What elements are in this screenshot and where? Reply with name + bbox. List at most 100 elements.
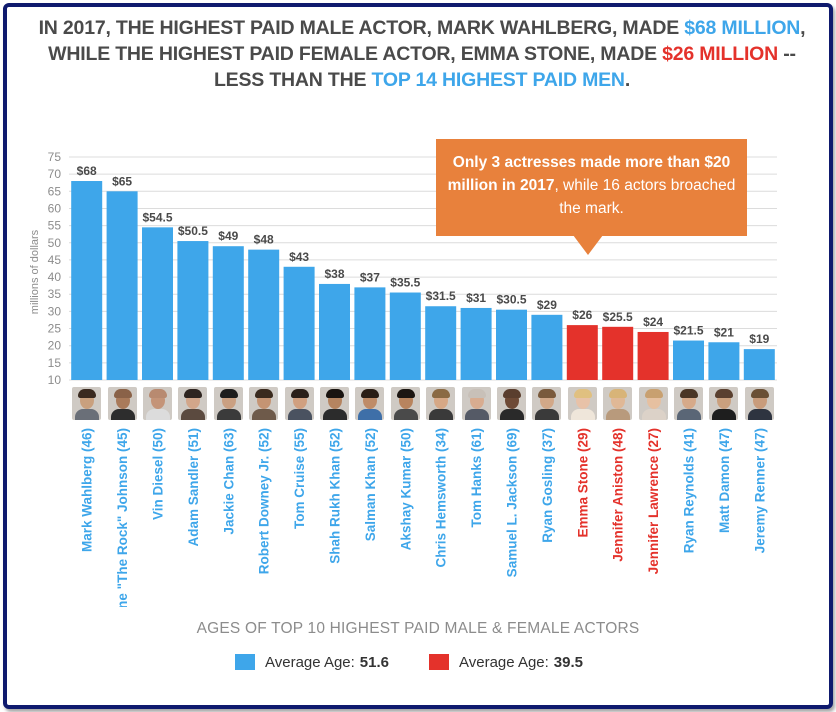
- photo-body: [464, 409, 489, 420]
- category-label: Mark Wahlberg (46): [80, 428, 95, 552]
- photo-body: [358, 409, 383, 420]
- bar: [212, 246, 244, 380]
- legend-swatch-female: [429, 654, 449, 670]
- photo-body: [75, 409, 100, 420]
- legend-item-male: Average Age: 51.6: [235, 651, 389, 673]
- category-label: Jeremy Renner (47): [752, 428, 767, 553]
- category-label: Samuel L. Jackson (69): [505, 428, 520, 577]
- bar: [637, 331, 669, 380]
- bar-value-label: $26: [572, 308, 592, 322]
- photo-body: [181, 409, 206, 420]
- category-label: Vin Diesel (50): [151, 428, 166, 520]
- photo-body: [110, 409, 135, 420]
- bar: [177, 241, 209, 380]
- category-label: Salman Khan (52): [363, 428, 378, 541]
- photo-hair: [149, 389, 167, 398]
- headline-text: WHILE THE HIGHEST PAID FEMALE ACTOR, EMM…: [48, 43, 663, 65]
- bar: [389, 292, 421, 380]
- photo-hair: [396, 389, 415, 398]
- photo-hair: [361, 389, 380, 398]
- bar-value-label: $54.5: [142, 210, 172, 224]
- photo-hair: [503, 389, 521, 398]
- bar-value-label: $30.5: [496, 293, 526, 307]
- category-label: Matt Damon (47): [717, 428, 732, 533]
- photo-hair: [432, 389, 451, 398]
- bar-value-label: $37: [360, 270, 380, 284]
- bar: [708, 342, 740, 380]
- headline-text: --: [778, 43, 796, 65]
- headline-text: LESS THAN THE: [213, 69, 372, 91]
- category-label: Emma Stone (29): [575, 428, 590, 538]
- y-tick-label: 30: [48, 304, 62, 318]
- photo-hair: [573, 389, 592, 398]
- actor-photo: [567, 387, 597, 420]
- actor-photo: [390, 387, 420, 420]
- bar-value-label: $38: [324, 267, 344, 281]
- category-label: Jennifer Aniston (48): [611, 428, 626, 562]
- category-label: Dwayne "The Rock" Johnson (45): [115, 428, 130, 607]
- photo-body: [287, 409, 312, 420]
- y-axis-label: millions of dollars: [29, 229, 41, 314]
- photo-body: [429, 409, 454, 420]
- legend-label: Average Age:: [459, 653, 549, 671]
- actor-photo: [603, 387, 633, 420]
- photo-body: [712, 409, 737, 420]
- legend-item-female: Average Age: 39.5: [429, 651, 583, 673]
- bar-value-label: $31.5: [426, 289, 456, 303]
- photo-hair: [467, 389, 486, 398]
- photo-hair: [680, 389, 698, 398]
- bar: [248, 249, 280, 380]
- actor-photo: [213, 387, 243, 420]
- legend-label: Average Age:: [265, 653, 355, 671]
- bar: [354, 287, 386, 380]
- bar: [743, 349, 775, 380]
- actor-photo: [355, 387, 385, 420]
- category-label: Tom Cruise (55): [292, 428, 307, 529]
- bar: [106, 191, 138, 380]
- bar-value-label: $49: [218, 229, 238, 243]
- ages-subtitle: AGES OF TOP 10 HIGHEST PAID MALE & FEMAL…: [196, 620, 640, 637]
- category-label: Ryan Reynolds (41): [682, 428, 697, 553]
- bar-value-label: $25.5: [603, 310, 633, 324]
- photo-body: [393, 409, 418, 420]
- headline-text: IN 2017, THE HIGHEST PAID MALE ACTOR, MA…: [38, 17, 685, 39]
- bar-value-label: $65: [112, 174, 132, 188]
- headline-highlight-female: $26 MILLION: [662, 43, 779, 65]
- photo-hair: [219, 389, 238, 398]
- actor-photo: [72, 387, 102, 420]
- photo-hair: [184, 389, 203, 398]
- headline-highlight-male: $68 MILLION: [684, 17, 801, 39]
- legend-swatch-male: [235, 654, 255, 670]
- photo-hair: [290, 389, 309, 398]
- headline-highlight-top14: TOP 14 HIGHEST PAID MEN: [371, 69, 625, 91]
- bar: [142, 227, 173, 380]
- category-label: Akshay Kumar (50): [398, 428, 413, 550]
- actor-photo: [674, 387, 703, 420]
- bar-value-label: $68: [77, 164, 97, 178]
- bar-value-label: $35.5: [390, 276, 420, 290]
- photo-hair: [326, 389, 344, 398]
- bar-value-label: $43: [289, 250, 309, 264]
- photo-hair: [78, 389, 97, 398]
- bar: [531, 314, 563, 380]
- actor-photo: [107, 387, 137, 420]
- actor-photo: [532, 387, 562, 420]
- photo-hair: [255, 389, 274, 398]
- y-tick-label: 20: [48, 339, 62, 353]
- y-tick-label: 55: [48, 219, 62, 233]
- bar-value-label: $19: [749, 332, 769, 346]
- photo-body: [323, 409, 347, 420]
- callout-text: , while 16 actors broached the mark.: [554, 177, 736, 217]
- bar-value-label: $24: [643, 315, 663, 329]
- category-label: Ryan Gosling (37): [540, 428, 555, 543]
- actor-photo: [178, 387, 208, 420]
- bar: [71, 181, 103, 380]
- infographic-frame: IN 2017, THE HIGHEST PAID MALE ACTOR, MA…: [3, 3, 833, 709]
- y-tick-label: 70: [48, 167, 62, 181]
- photo-hair: [644, 389, 663, 398]
- category-label: Chris Hemsworth (34): [434, 428, 449, 568]
- bar-value-label: $31: [466, 291, 486, 305]
- photo-body: [570, 409, 595, 420]
- bar-value-label: $29: [537, 298, 557, 312]
- y-tick-label: 10: [48, 373, 62, 387]
